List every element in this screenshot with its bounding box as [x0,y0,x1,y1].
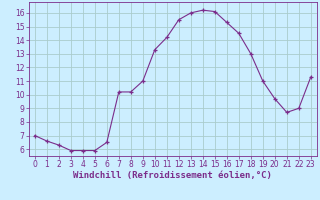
X-axis label: Windchill (Refroidissement éolien,°C): Windchill (Refroidissement éolien,°C) [73,171,272,180]
